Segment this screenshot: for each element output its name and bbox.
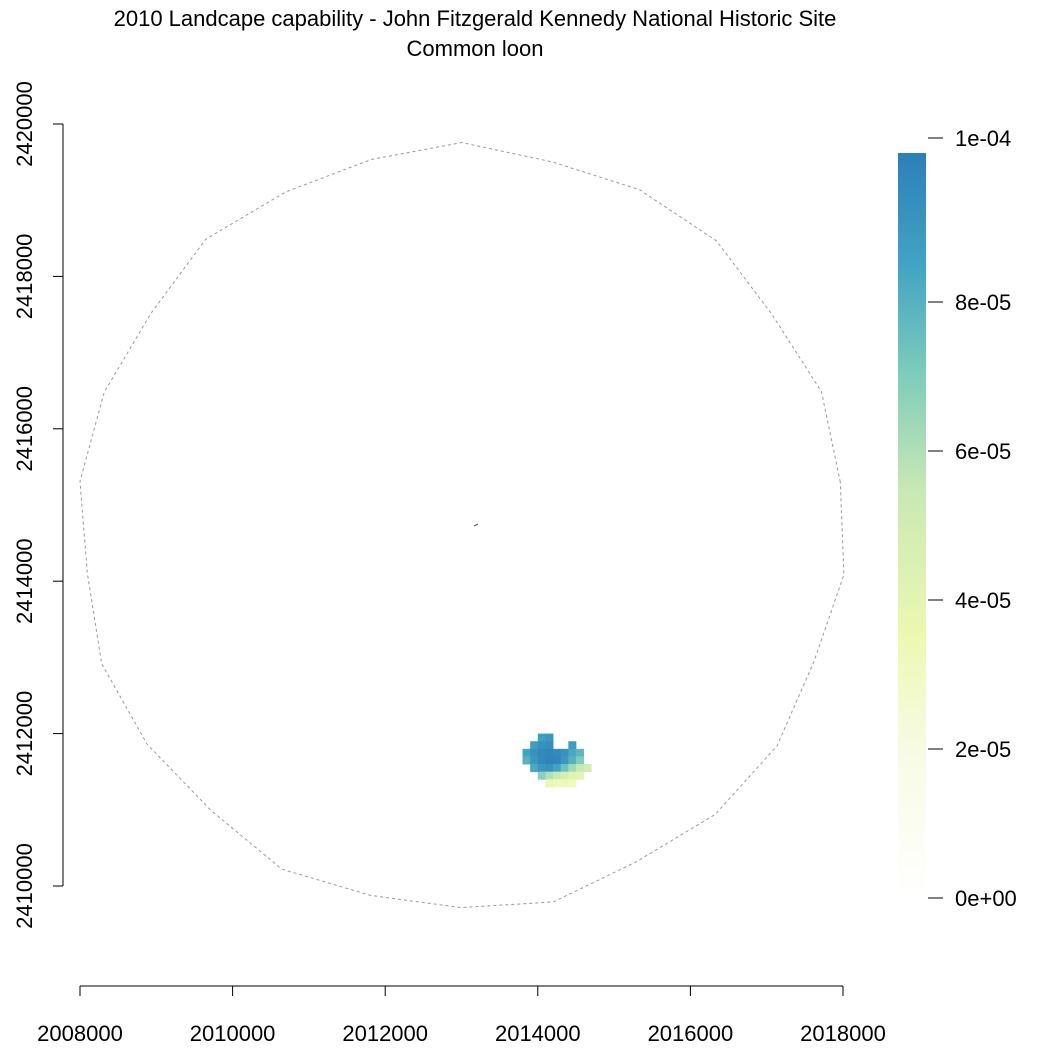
capability-raster <box>522 733 592 788</box>
raster-cell <box>575 748 584 757</box>
raster-cell <box>545 771 554 780</box>
x-tick-label: 2018000 <box>800 1021 886 1046</box>
raster-cell <box>545 764 554 773</box>
raster-cell <box>545 748 554 757</box>
y-tick-label: 2412000 <box>12 691 37 777</box>
colorbar-tick-label: 2e-05 <box>955 737 1011 762</box>
raster-cell <box>575 764 584 773</box>
raster-cell <box>530 748 539 757</box>
colorbar-tick-label: 0e+00 <box>955 886 1017 911</box>
raster-cell <box>568 764 577 773</box>
y-tick-label: 2416000 <box>12 386 37 472</box>
raster-cell <box>545 733 554 742</box>
y-axis: 2410000 2412000 2414000 2416000 2418000 24200… <box>12 81 64 929</box>
raster-cell <box>522 756 531 765</box>
raster-cell <box>560 779 569 788</box>
raster-cell <box>568 771 577 780</box>
x-tick-label: 2016000 <box>648 1021 734 1046</box>
raster-cell <box>553 771 562 780</box>
raster-cell <box>583 764 592 773</box>
x-tick-label: 2014000 <box>495 1021 581 1046</box>
raster-cell <box>568 748 577 757</box>
colorbar-tick-label: 4e-05 <box>955 588 1011 613</box>
raster-cell <box>553 779 562 788</box>
raster-cell <box>553 748 562 757</box>
x-tick-label: 2012000 <box>342 1021 428 1046</box>
raster-cell <box>537 748 546 757</box>
colorbar-gradient <box>898 153 926 898</box>
study-area-outline <box>79 141 845 909</box>
raster-cell <box>568 756 577 765</box>
raster-cell <box>568 779 577 788</box>
raster-cell <box>545 756 554 765</box>
raster-cell <box>537 756 546 765</box>
raster-cell <box>537 741 546 750</box>
raster-cell <box>545 741 554 750</box>
raster-cell <box>530 756 539 765</box>
raster-cell <box>575 771 584 780</box>
raster-cell <box>575 756 584 765</box>
y-tick-label: 2410000 <box>12 843 37 929</box>
raster-cell <box>568 741 577 750</box>
raster-cell <box>560 771 569 780</box>
raster-cell <box>537 764 546 773</box>
chart-title: 2010 Landcape capability - John Fitzgera… <box>114 6 837 31</box>
raster-cell <box>560 748 569 757</box>
raster-cell <box>560 764 569 773</box>
raster-cell <box>530 741 539 750</box>
raster-cell <box>553 764 562 773</box>
study-area-boundary <box>79 141 845 909</box>
raster-cell <box>522 748 531 757</box>
small-artifact-mark <box>473 523 479 527</box>
chart-subtitle: Common loon <box>407 36 544 61</box>
x-axis: 2008000 2010000 2012000 2014000 2016000 20180… <box>37 985 886 1046</box>
raster-cell <box>560 756 569 765</box>
colorbar-tick-label: 8e-05 <box>955 290 1011 315</box>
x-tick-label: 2008000 <box>37 1021 123 1046</box>
raster-cell <box>553 756 562 765</box>
colorbar-tick-label: 1e-04 <box>955 126 1011 151</box>
raster-cell <box>530 764 539 773</box>
y-tick-label: 2420000 <box>12 81 37 167</box>
y-tick-label: 2414000 <box>12 538 37 624</box>
colorbar-legend: 0e+00 2e-05 4e-05 6e-05 8e-05 1e-04 <box>898 126 1017 911</box>
raster-cell <box>545 779 554 788</box>
raster-cell <box>537 733 546 742</box>
colorbar-tick-label: 6e-05 <box>955 439 1011 464</box>
raster-cell <box>537 771 546 780</box>
x-tick-label: 2010000 <box>190 1021 276 1046</box>
y-tick-label: 2418000 <box>12 234 37 320</box>
